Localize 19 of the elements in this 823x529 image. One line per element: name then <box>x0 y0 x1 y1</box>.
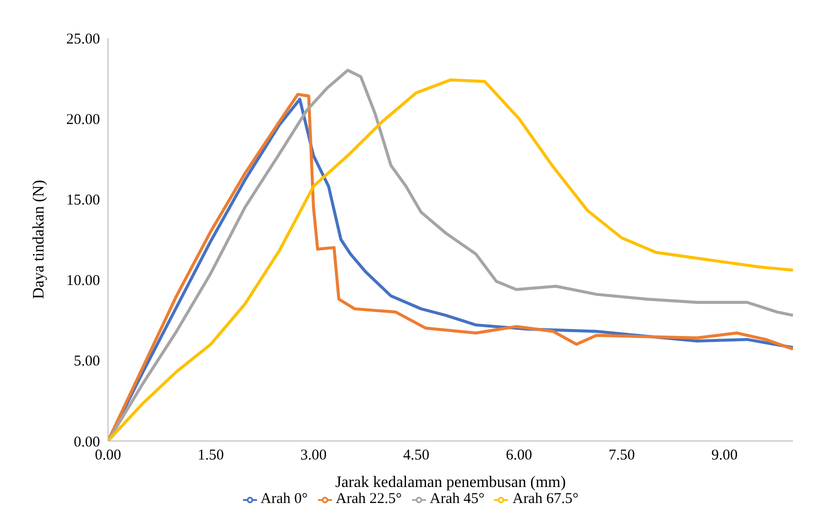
x-tick-label: 1.50 <box>198 448 224 464</box>
y-tick-label: 10.00 <box>66 273 100 290</box>
x-tick-label: 4.50 <box>403 448 430 464</box>
y-tick-label: 20.00 <box>66 112 100 128</box>
legend-label: Arah 0° <box>260 491 308 507</box>
x-tick-label: 6.00 <box>506 448 532 464</box>
x-tick-label: 9.00 <box>711 448 738 464</box>
y-tick-label: 15.00 <box>66 192 100 209</box>
y-axis-title: Daya tindakan (N) <box>30 180 48 300</box>
y-tick-label: 0.00 <box>74 434 100 450</box>
x-tick-label: 0.00 <box>94 448 122 464</box>
x-tick-label: 7.50 <box>608 448 635 464</box>
legend-label: Arah 22.5° <box>336 491 402 507</box>
y-tick-label: 5.00 <box>74 354 100 370</box>
legend-label: Arah 45° <box>430 491 484 507</box>
x-tick-label: 3.00 <box>300 448 327 464</box>
x-axis-title: Jarak kedalaman penembusan (mm) <box>335 474 566 491</box>
legend-label: Arah 67.5° <box>512 491 578 507</box>
y-tick-label: 25.00 <box>66 31 100 48</box>
